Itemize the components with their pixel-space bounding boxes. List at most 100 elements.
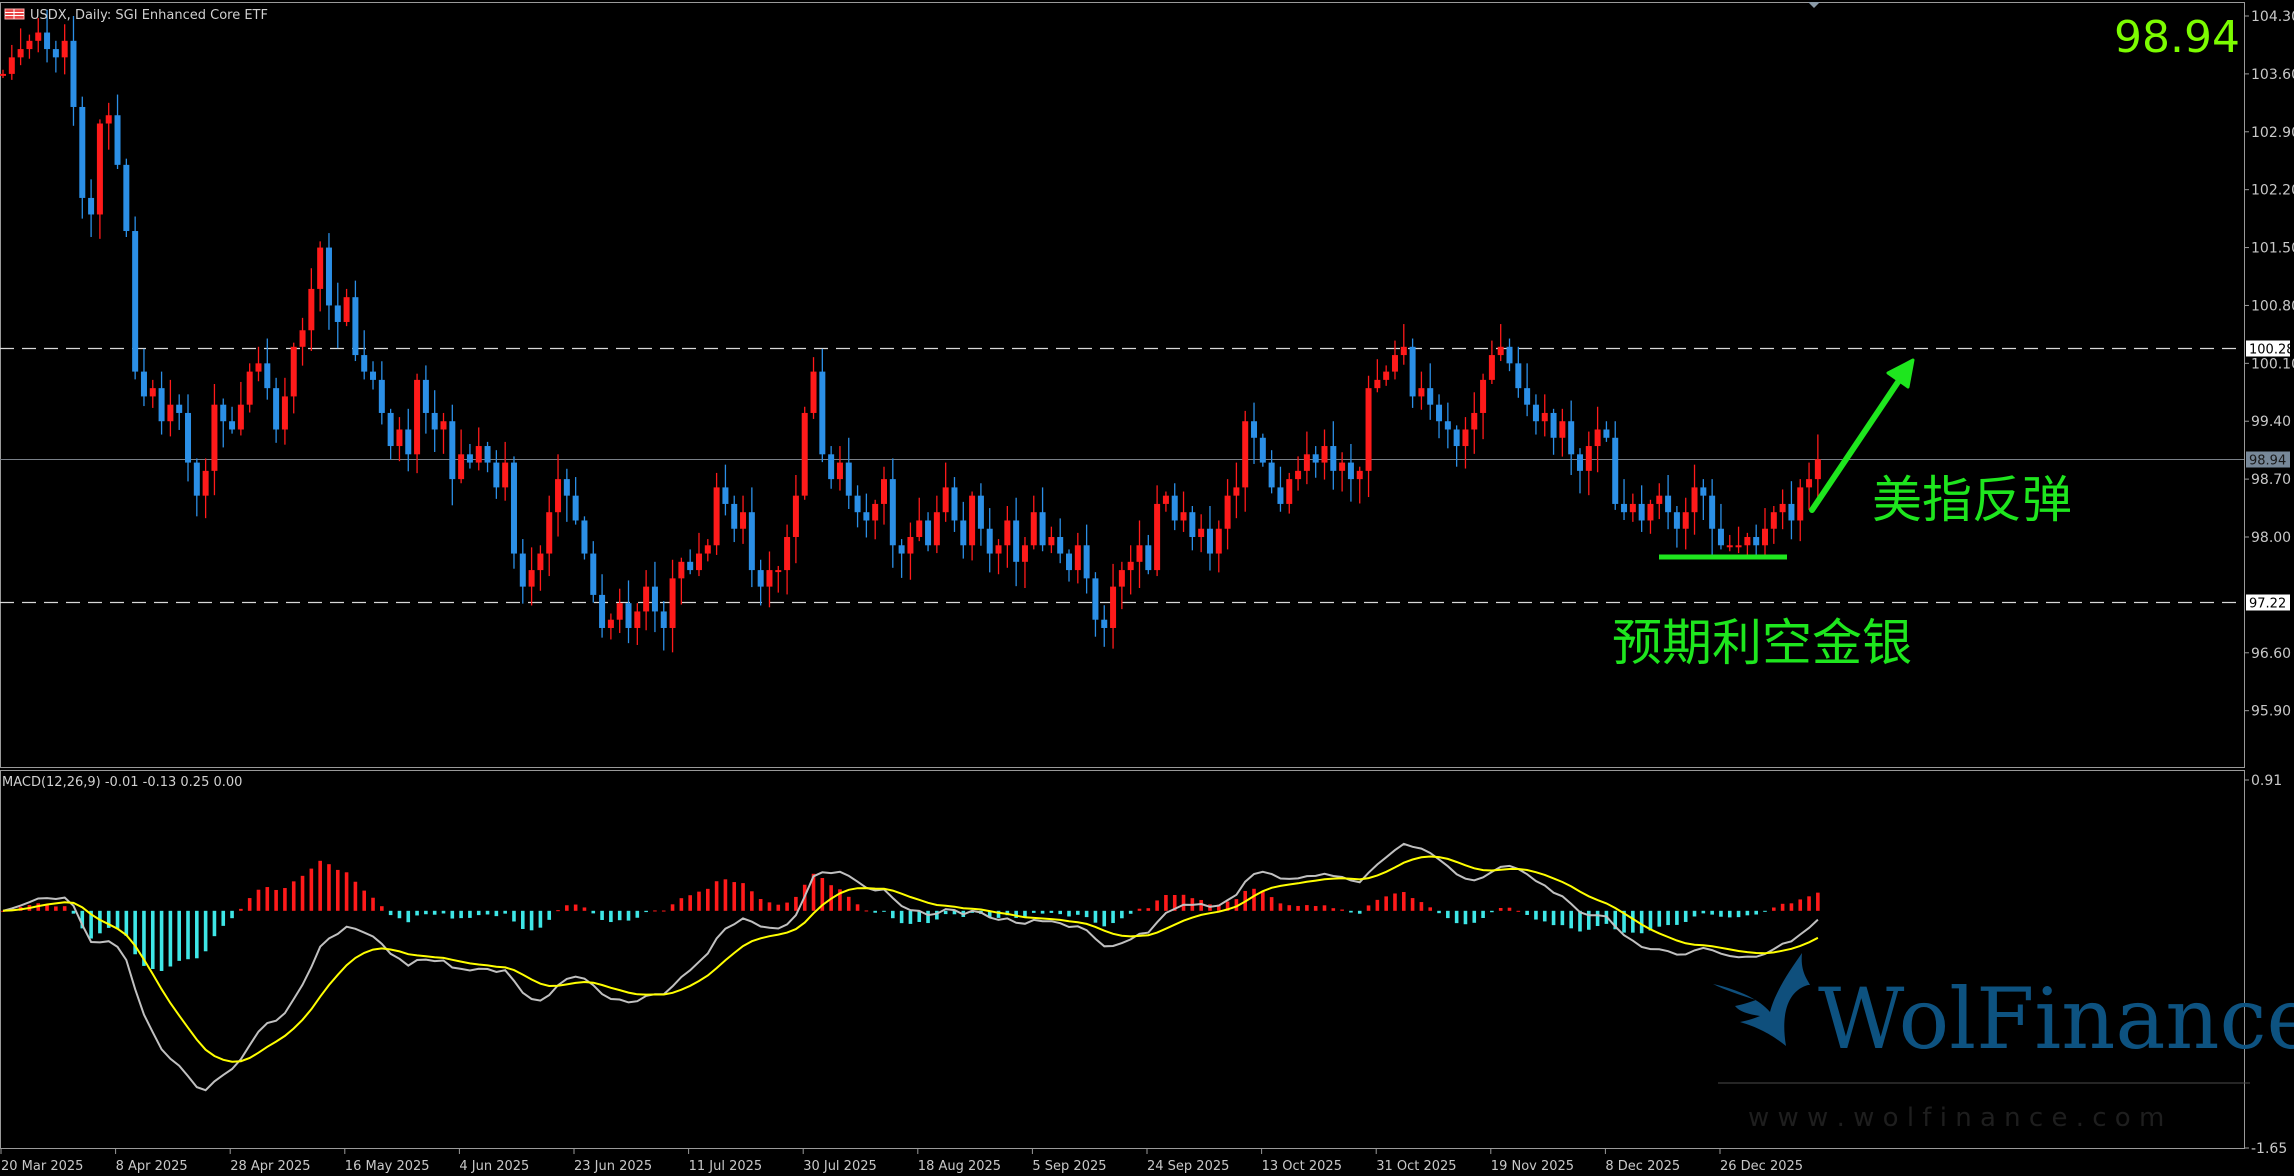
candle-body — [299, 330, 306, 347]
macd-histogram-bar — [1076, 910, 1080, 915]
macd-histogram-bar — [591, 910, 596, 914]
macd-histogram-bar — [635, 910, 640, 918]
date-tick-label: 31 Oct 2025 — [1376, 1159, 1456, 1174]
candle-body — [273, 388, 280, 430]
candle-body — [1118, 570, 1125, 587]
candle-body — [1339, 462, 1346, 471]
macd-histogram-bar — [1023, 910, 1027, 918]
candle — [933, 495, 940, 554]
candle — [17, 28, 24, 66]
macd-histogram-bar — [283, 888, 287, 911]
candle — [308, 268, 315, 351]
watermark-brand: WolFinance — [1818, 970, 2294, 1068]
macd-histogram-bar — [723, 879, 728, 911]
candle-body — [1621, 503, 1628, 513]
candle — [845, 437, 852, 509]
candle — [907, 522, 914, 580]
candle-body — [607, 619, 614, 628]
candle — [1400, 324, 1407, 365]
rebound-annotation: 美指反弹 — [1872, 471, 2072, 529]
candle-body — [651, 586, 658, 612]
candle-body — [334, 305, 341, 322]
macd-histogram-bar — [1578, 910, 1582, 932]
macd-histogram-bar — [1587, 910, 1591, 930]
macd-histogram-bar — [1269, 897, 1274, 911]
candle-body — [8, 57, 15, 74]
macd-histogram-bar — [62, 906, 67, 911]
macd-histogram-bar — [380, 906, 384, 911]
level-price-tag — [2246, 340, 2290, 357]
macd-histogram-bar — [1278, 903, 1283, 911]
macd-histogram-bar — [1692, 910, 1697, 917]
macd-histogram-bar — [573, 904, 578, 911]
macd-histogram-bar — [1727, 910, 1732, 918]
candle — [1048, 526, 1055, 554]
candle — [1515, 346, 1522, 398]
candle — [61, 24, 68, 75]
macd-histogram-bar — [1807, 896, 1811, 911]
candle-body — [88, 197, 95, 215]
macd-histogram-bar — [256, 889, 261, 911]
candle — [828, 446, 835, 489]
candle-body — [1814, 459, 1821, 480]
macd-histogram-bar — [1780, 903, 1785, 911]
macd-line — [2, 842, 1819, 1092]
candle-body — [1682, 512, 1689, 529]
macd-histogram-bar — [1437, 910, 1441, 914]
price-tick-label: 103.60 — [2251, 67, 2294, 83]
candle — [1321, 429, 1328, 480]
macd-histogram-bar — [503, 910, 507, 914]
candle-body — [325, 247, 332, 306]
candle — [1383, 365, 1390, 386]
candle — [1541, 394, 1548, 437]
rebound-arrow-icon — [1809, 358, 1915, 513]
macd-histogram-bar — [54, 906, 58, 911]
macd-histogram-bar — [1164, 894, 1168, 911]
candle-body — [449, 421, 456, 480]
candle-body — [1480, 379, 1487, 413]
candle — [1259, 433, 1266, 467]
candle-body — [1101, 619, 1108, 628]
macd-histogram-bar — [899, 910, 904, 924]
candle-body — [1462, 429, 1469, 447]
price-tick-label: 100.10 — [2251, 356, 2294, 372]
macd-histogram-bar — [1234, 899, 1239, 911]
candle — [1171, 483, 1178, 531]
candle-body — [889, 479, 896, 546]
candle — [96, 119, 103, 239]
macd-histogram-bar — [1754, 910, 1758, 915]
candle — [669, 559, 676, 653]
candle-body — [246, 371, 253, 405]
candle-body — [431, 412, 438, 430]
macd-histogram-bar — [1313, 906, 1318, 911]
candle-body — [1286, 479, 1293, 504]
candle-body — [1206, 528, 1213, 554]
candle-body — [563, 479, 570, 496]
candle-body — [281, 396, 288, 430]
candle-body — [361, 355, 368, 372]
candle-body — [801, 412, 808, 496]
candle-body — [1497, 346, 1504, 356]
candle-body — [599, 594, 606, 628]
level-price-label: 100.28 — [2249, 343, 2294, 358]
macd-histogram-bar — [1472, 910, 1477, 923]
candle — [863, 493, 870, 538]
candle-body — [1277, 487, 1284, 504]
candle — [599, 574, 606, 638]
macd-histogram-bar — [1181, 894, 1186, 911]
candle — [1118, 561, 1125, 610]
candle-body — [140, 371, 147, 397]
candle — [687, 549, 694, 575]
candle-body — [1488, 355, 1495, 380]
macd-histogram-bar — [838, 889, 842, 911]
macd-histogram-bar — [952, 910, 957, 915]
date-tick-label: 30 Jul 2025 — [803, 1159, 877, 1174]
macd-histogram-bar — [485, 910, 490, 915]
candle — [1303, 431, 1310, 485]
chart-shift-marker-icon[interactable] — [1808, 2, 1820, 8]
macd-histogram-bar — [1111, 910, 1115, 924]
candle — [1735, 526, 1742, 554]
candle — [1797, 479, 1804, 542]
macd-tick-label: 0.91 — [2251, 773, 2282, 789]
macd-histogram-bar — [203, 910, 208, 952]
